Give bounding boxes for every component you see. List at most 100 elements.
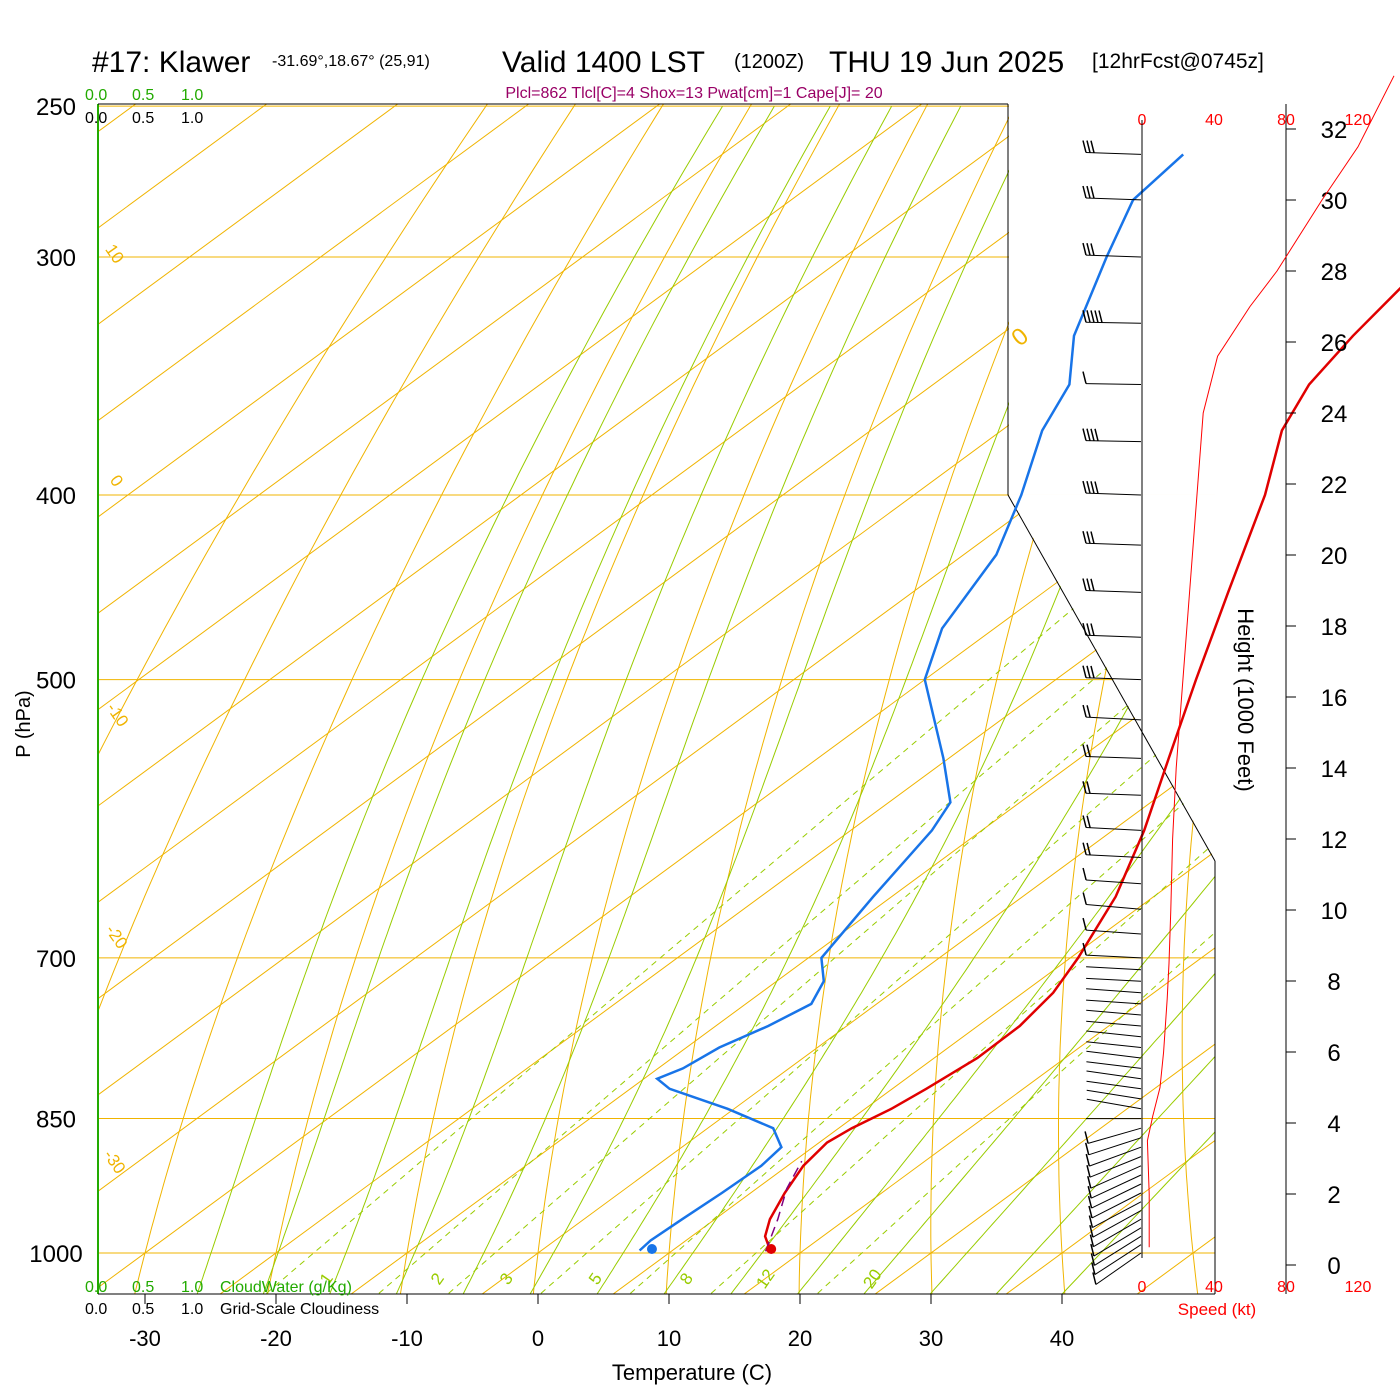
- wind-barb-shaft: [1090, 1165, 1142, 1189]
- cloud-bottom-black-1: 0.5: [132, 1301, 154, 1318]
- wind-barb-flag: [1082, 815, 1087, 828]
- isotherm-line: [98, 465, 1215, 1289]
- speed-top-label: 80: [1277, 112, 1295, 129]
- x-tick-label: 30: [919, 1326, 943, 1351]
- wind-barb-shaft: [1094, 1244, 1142, 1276]
- height-speed-panel: 0246810121416182022242628303200404080801…: [1138, 75, 1395, 1296]
- wind-barb-flag: [1090, 481, 1095, 494]
- x-tick-label: -30: [129, 1326, 161, 1351]
- wind-barb-flag: [1090, 310, 1095, 323]
- wind-barb-shaft: [1090, 1174, 1142, 1199]
- isotherm-line: [743, 947, 1215, 1294]
- height-tick-label: 24: [1321, 401, 1348, 428]
- dry-adiabat: [532, 104, 929, 1294]
- wind-barb-shaft: [1086, 1020, 1142, 1027]
- moist-adiabat: [395, 105, 893, 1294]
- cloud-top-black-0: 0.0: [85, 110, 107, 127]
- wind-barb-shaft: [1095, 1252, 1142, 1285]
- speed-bottom-label: 120: [1345, 1279, 1372, 1296]
- wind-barb-shaft: [1085, 792, 1142, 796]
- wind-barb-shaft: [1085, 152, 1142, 155]
- station-title: #17: Klawer: [92, 46, 250, 79]
- isotherm-line: [98, 104, 923, 711]
- wind-barb-flag: [1094, 428, 1099, 441]
- wind-barb-shaft: [1091, 1183, 1142, 1209]
- wind-barb-shaft: [1086, 716, 1142, 721]
- wind-barb-flag: [1086, 243, 1091, 256]
- moist-adiabat: [1061, 1131, 1215, 1294]
- height-tick-label: 6: [1327, 1040, 1340, 1067]
- x-tick-label: 0: [532, 1326, 544, 1351]
- wind-barb-flag: [1085, 1153, 1091, 1167]
- dry-adiabat: [1181, 655, 1215, 1294]
- wind-barb-shaft: [1086, 1080, 1142, 1090]
- cloud-bottom-black-0: 0.0: [85, 1301, 107, 1318]
- wind-barb-shaft: [1086, 1089, 1142, 1100]
- mixing-ratio-line: [817, 931, 1215, 1294]
- isotherm-line: [874, 1043, 1215, 1294]
- wind-barb-flag: [1090, 531, 1095, 544]
- dry-adiabat: [134, 104, 665, 1294]
- mixing-ratio-label: 8: [676, 1270, 697, 1289]
- cloudiness-label: Grid-Scale Cloudiness: [220, 1301, 379, 1318]
- wind-barb-flag: [1089, 1234, 1095, 1247]
- wind-barb-flag: [1090, 186, 1095, 199]
- wind-barb-flag: [1090, 140, 1095, 153]
- wind-barb-flag: [1087, 1195, 1093, 1209]
- wind-barb-flag: [1086, 531, 1091, 544]
- wind-barb-shaft: [1093, 1218, 1142, 1248]
- cloud-top-green-1: 0.5: [132, 87, 154, 104]
- height-tick-label: 26: [1321, 330, 1348, 357]
- wind-barb-flag: [1086, 185, 1091, 199]
- wind-barb-flag: [1090, 1253, 1096, 1266]
- isotherm-label-left: 0: [106, 472, 127, 491]
- wind-barb-shaft: [1086, 1041, 1142, 1048]
- speed-bottom-label: 40: [1205, 1279, 1223, 1296]
- moist-adiabat: [262, 105, 775, 1294]
- wind-barb-flag: [1082, 185, 1087, 199]
- height-tick-label: 16: [1321, 685, 1348, 712]
- wind-barb-shaft: [1086, 954, 1142, 959]
- wind-barb-shaft: [1086, 1061, 1142, 1069]
- wind-barb-flag: [1082, 531, 1087, 544]
- mixing-ratio-line: [630, 775, 1215, 1294]
- moist-adiabat: [462, 105, 962, 1294]
- speed-bottom-label: 0: [1138, 1279, 1147, 1296]
- wind-barb-shaft: [1094, 1235, 1142, 1266]
- wind-barb-shaft: [1085, 492, 1142, 496]
- isotherm-label-left: -20: [102, 921, 132, 952]
- wind-barb-flag: [1086, 744, 1091, 757]
- wind-barb-flag: [1082, 892, 1087, 905]
- wind-barb-shaft: [1085, 321, 1142, 324]
- height-tick-label: 18: [1321, 614, 1348, 641]
- height-tick-label: 22: [1321, 472, 1348, 499]
- wind-barb-flag: [1082, 744, 1087, 757]
- y-axis-title: P (hPa): [13, 690, 35, 757]
- cloud-top-black-1: 0.5: [132, 110, 154, 127]
- cloud-top-green-2: 1.0: [181, 87, 203, 104]
- mixing-ratio-label: 20: [859, 1266, 885, 1292]
- frame-diagonal: [1007, 494, 1216, 862]
- mixing-ratio-line: [378, 575, 1215, 1294]
- wind-barb-flag: [1086, 578, 1091, 591]
- wind-barb-shaft: [1085, 254, 1142, 258]
- temperature-line: [763, 286, 1400, 1254]
- moist-adiabat: [730, 534, 1215, 1294]
- isotherm-line: [98, 104, 661, 518]
- x-tick-label: -20: [260, 1326, 292, 1351]
- wind-barb-flag: [1090, 1243, 1095, 1257]
- isotherm-label-left: -10: [103, 699, 133, 730]
- moist-adiabat: [529, 105, 1041, 1294]
- isotherm-label-left: 10: [101, 241, 127, 267]
- isotherm-line: [98, 104, 1185, 903]
- wind-barb-shaft: [1086, 879, 1142, 885]
- isotherm-line: [612, 850, 1215, 1294]
- moist-adiabat: [995, 1055, 1215, 1294]
- wind-barb-shaft: [1086, 977, 1142, 982]
- wind-barb-flag: [1082, 428, 1087, 441]
- wind-barb-flag: [1090, 665, 1095, 679]
- height-tick-label: 0: [1327, 1253, 1340, 1280]
- cloud-top-green-0: 0.0: [85, 87, 107, 104]
- x-tick-label: 40: [1050, 1326, 1074, 1351]
- wind-barbs: [1082, 140, 1142, 1285]
